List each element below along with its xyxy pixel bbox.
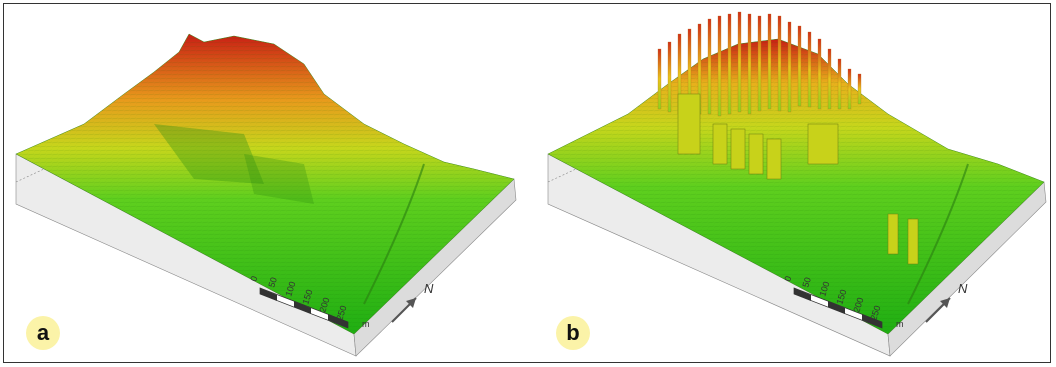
- terrain-model-a: 0 50 100 150 200 250 m N: [15, 33, 517, 357]
- building-blocks-b: [677, 93, 919, 265]
- scale-bar-a: 0 50 100 150 200 250 m: [248, 275, 369, 329]
- svg-text:0: 0: [248, 275, 259, 283]
- terrain-model-b: 0 50 100 150 200 250 m N: [547, 11, 1047, 357]
- svg-text:m: m: [362, 319, 370, 329]
- svg-text:N: N: [958, 281, 968, 296]
- svg-text:0: 0: [782, 275, 793, 283]
- site-structures-a: [154, 124, 264, 184]
- svg-text:N: N: [424, 281, 434, 296]
- figure-frame: 0 50 100 150 200 250 m N a: [3, 3, 1051, 363]
- panel-label-a: a: [26, 316, 60, 350]
- svg-text:200: 200: [851, 296, 865, 313]
- panel-label-b: b: [556, 316, 590, 350]
- panel-a: 0 50 100 150 200 250 m N a: [4, 4, 528, 362]
- svg-text:100: 100: [283, 280, 297, 297]
- svg-text:100: 100: [817, 280, 831, 297]
- svg-text:150: 150: [300, 288, 314, 305]
- terrain-texture-a: [16, 34, 514, 334]
- svg-text:50: 50: [800, 276, 813, 289]
- svg-text:250: 250: [334, 304, 348, 321]
- panel-b: 0 50 100 150 200 250 m N b: [528, 4, 1052, 362]
- north-arrow-a: N: [391, 281, 434, 323]
- scale-bar-b: 0 50 100 150 200 250 m: [782, 275, 903, 329]
- svg-text:m: m: [896, 319, 904, 329]
- svg-text:200: 200: [317, 296, 331, 313]
- svg-text:250: 250: [868, 304, 882, 321]
- vegetation-spikes-b: [657, 11, 862, 117]
- north-arrow-b: N: [925, 281, 968, 323]
- svg-text:50: 50: [266, 276, 279, 289]
- svg-text:150: 150: [834, 288, 848, 305]
